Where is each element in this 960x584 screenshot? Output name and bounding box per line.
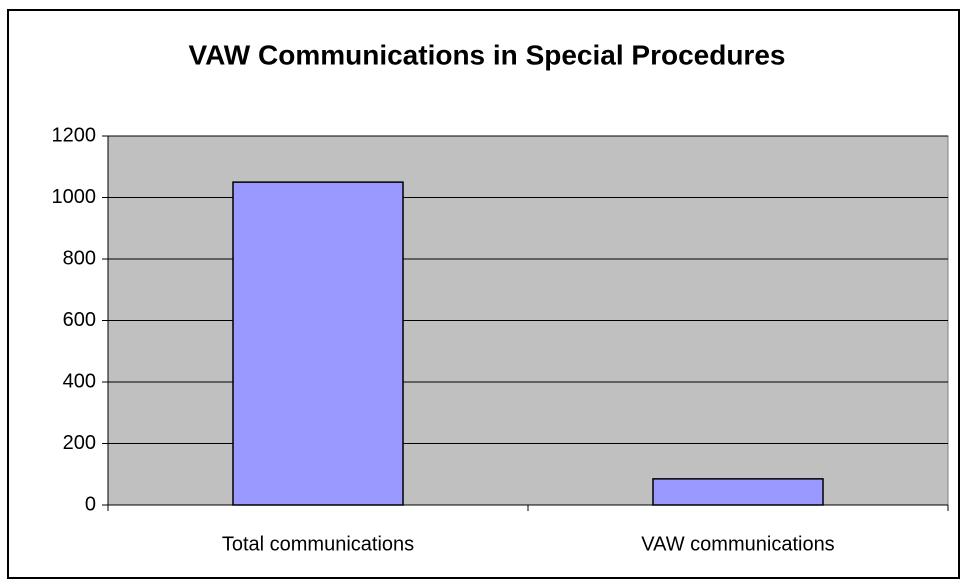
- x-tick-label: VAW communications: [641, 533, 834, 555]
- y-tick-label: 800: [63, 247, 96, 269]
- y-tick-label: 0: [85, 493, 96, 515]
- y-tick-label: 400: [63, 370, 96, 392]
- y-tick-label: 1000: [52, 186, 97, 208]
- y-tick-label: 1200: [52, 124, 97, 146]
- y-tick-label: 600: [63, 309, 96, 331]
- chart-title: VAW Communications in Special Procedures: [189, 39, 786, 70]
- y-tick-label: 200: [63, 432, 96, 454]
- bar: [652, 478, 824, 506]
- x-tick-label: Total communications: [222, 533, 414, 555]
- bar: [232, 181, 404, 506]
